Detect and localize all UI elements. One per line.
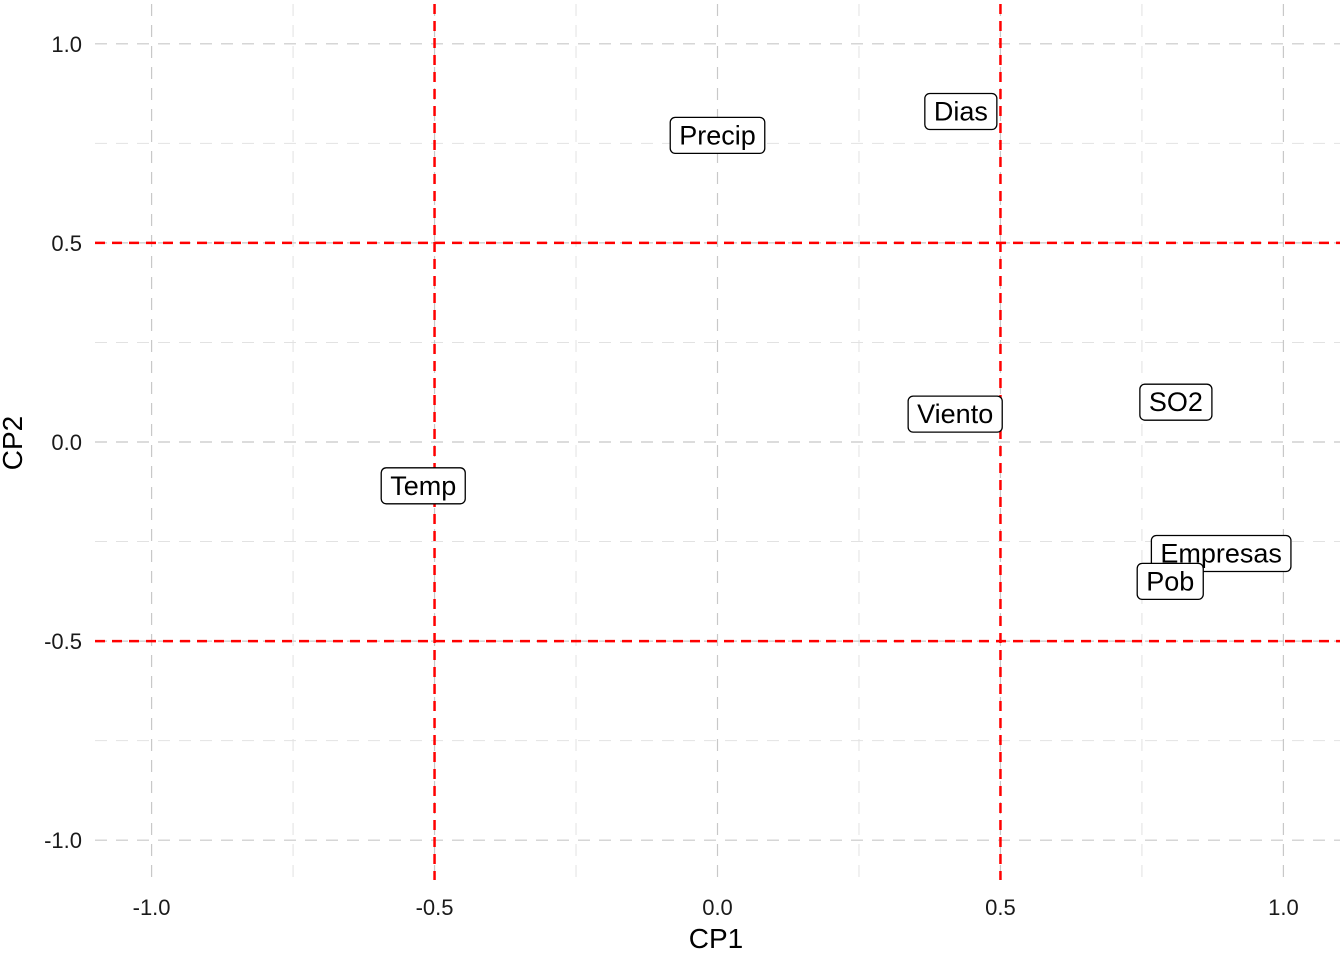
x-tick-label: -1.0 [133, 895, 171, 920]
point-label-pob: Pob [1136, 562, 1204, 601]
y-tick-label: -1.0 [44, 828, 82, 853]
point-label-viento: Viento [907, 395, 1003, 433]
x-tick-label: 0.5 [985, 895, 1016, 920]
point-label-precip: Precip [669, 116, 766, 155]
label-text: Pob [1146, 566, 1194, 596]
label-box [1136, 562, 1204, 601]
label-box [1150, 534, 1292, 573]
point-label-dias: Dias [924, 92, 998, 131]
y-tick-label: 0.5 [51, 231, 82, 256]
label-text: Temp [390, 471, 456, 501]
point-label-temp: Temp [380, 467, 466, 505]
y-tick-label: 0.0 [51, 430, 82, 455]
y-tick-label: 1.0 [51, 32, 82, 57]
label-box [1139, 383, 1213, 421]
label-text: Dias [934, 97, 988, 127]
point-label-so2: SO2 [1139, 383, 1213, 421]
tick-labels: -1.0 -0.5 0.0 0.5 1.0 -1.0 -0.5 0.0 0.5 1.0 [44, 32, 1299, 920]
label-box [907, 395, 1003, 433]
label-box [924, 92, 998, 131]
label-box [669, 116, 766, 155]
reference-lines [95, 4, 1340, 880]
x-tick-label: 1.0 [1268, 895, 1299, 920]
label-text: SO2 [1149, 387, 1203, 417]
label-text: Precip [679, 120, 756, 150]
x-tick-label: -0.5 [416, 895, 454, 920]
y-tick-label: -0.5 [44, 629, 82, 654]
x-axis-title: CP1 [689, 923, 743, 954]
x-tick-label: 0.0 [702, 895, 733, 920]
label-text: Viento [917, 399, 993, 429]
label-box [380, 467, 466, 505]
y-axis-title: CP2 [0, 416, 28, 470]
